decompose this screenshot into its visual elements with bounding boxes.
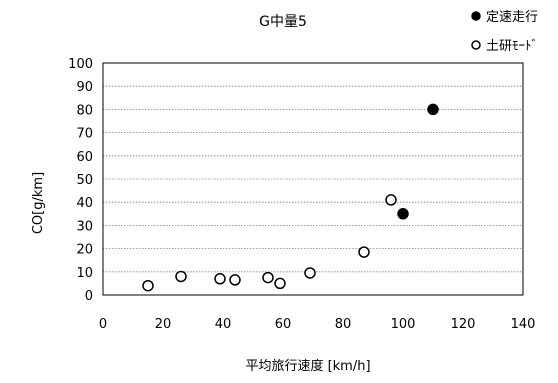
x-axis-label: 平均旅行速度 [km/h] bbox=[245, 358, 370, 374]
doken-mode-point-5 bbox=[274, 277, 286, 290]
x-tick-label-6: 120 bbox=[451, 317, 476, 332]
y-tick-label-1: 10 bbox=[76, 266, 93, 281]
y-tick-label-10: 100 bbox=[68, 57, 93, 72]
x-tick-label-0: 0 bbox=[99, 317, 107, 332]
x-tick-label-2: 40 bbox=[215, 317, 232, 332]
doken-mode-point-8 bbox=[385, 194, 397, 206]
doken-mode-point-0 bbox=[142, 279, 154, 292]
legend-marker-constant-speed bbox=[471, 11, 481, 21]
y-tick-label-3: 30 bbox=[76, 219, 93, 234]
y-tick-label-5: 50 bbox=[76, 173, 93, 188]
legend-marker-doken-mode bbox=[471, 40, 481, 50]
y-tick-label-4: 40 bbox=[76, 196, 93, 211]
x-axis-ticks: 0 20 40 60 80 100 120 140 bbox=[99, 317, 536, 332]
constant-speed-point-0 bbox=[397, 208, 409, 220]
constant-speed-point-1 bbox=[427, 103, 439, 116]
x-tick-label-3: 60 bbox=[275, 317, 292, 332]
y-tick-label-9: 90 bbox=[76, 80, 93, 95]
doken-mode-point-2 bbox=[214, 273, 226, 285]
y-tick-label-8: 80 bbox=[76, 103, 93, 118]
y-tick-label-2: 20 bbox=[76, 243, 93, 258]
x-tick-label-5: 100 bbox=[391, 317, 416, 332]
y-tick-label-6: 60 bbox=[76, 150, 93, 165]
plot-area bbox=[102, 62, 524, 296]
plot-border bbox=[102, 62, 524, 296]
x-tick-label-7: 140 bbox=[511, 317, 536, 332]
legend-label-constant-speed: 定速走行 bbox=[486, 10, 538, 25]
y-axis-label: CO[g/km] bbox=[31, 172, 46, 234]
x-tick-label-4: 80 bbox=[335, 317, 352, 332]
y-tick-label-7: 70 bbox=[76, 127, 93, 142]
doken-mode-point-7 bbox=[358, 246, 370, 258]
x-tick-label-1: 20 bbox=[155, 317, 172, 332]
chart-title: G中量5 bbox=[259, 14, 307, 30]
legend-label-doken-mode: 土研ﾓｰﾄﾞ bbox=[486, 39, 538, 54]
doken-mode-point-1 bbox=[175, 270, 187, 283]
gridlines bbox=[103, 85, 523, 273]
legend: 定速走行 土研ﾓｰﾄﾞ bbox=[471, 10, 538, 54]
doken-mode-point-6 bbox=[304, 267, 316, 279]
doken-mode-point-4 bbox=[262, 271, 274, 284]
doken-mode-point-3 bbox=[229, 274, 241, 286]
y-tick-label-0: 0 bbox=[85, 289, 93, 304]
y-axis-ticks: 0 10 20 30 40 50 60 70 80 90 100 bbox=[68, 57, 93, 304]
data-points bbox=[142, 103, 439, 292]
